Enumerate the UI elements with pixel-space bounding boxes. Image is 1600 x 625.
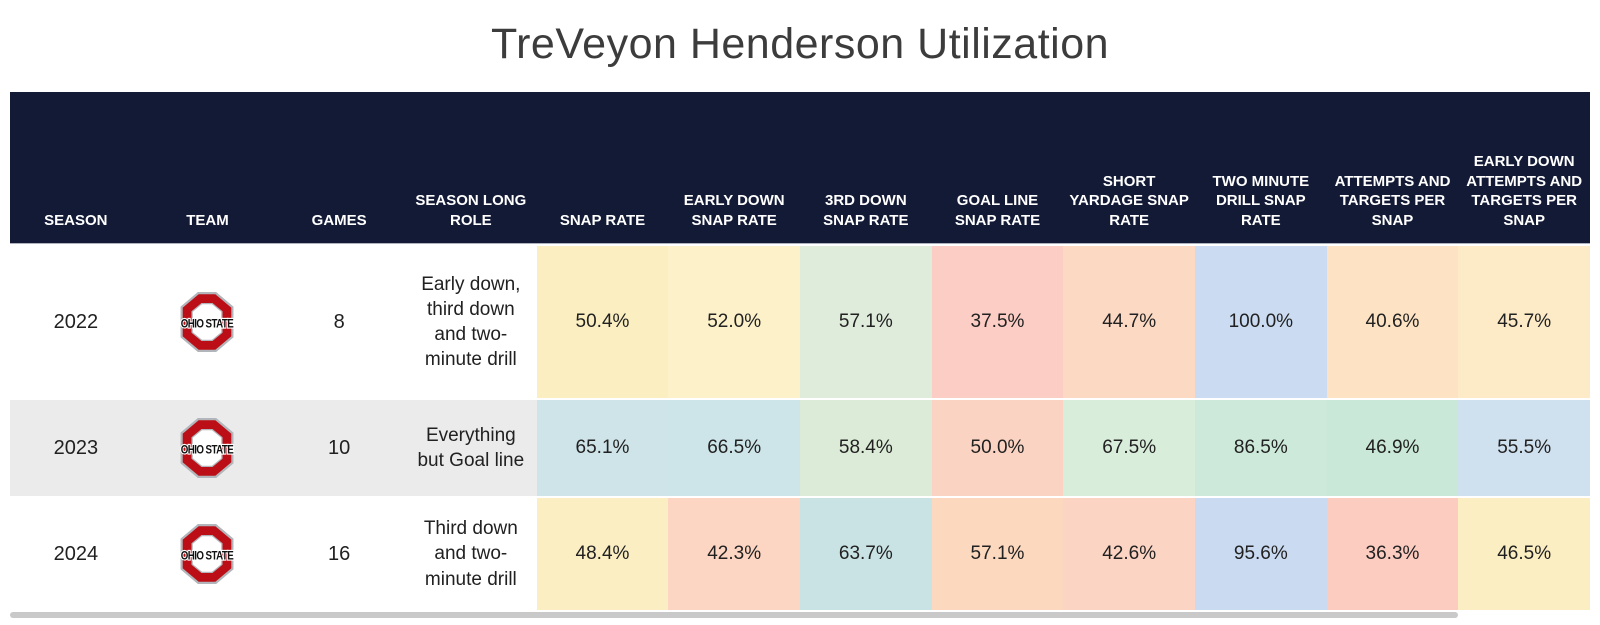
games-cell: 16 <box>273 498 405 610</box>
season-cell: 2023 <box>10 400 142 496</box>
stat-cell: 65.1% <box>536 400 669 496</box>
stat-cell: 50.0% <box>931 400 1064 496</box>
column-header: SEASON LONG ROLE <box>415 192 527 229</box>
games-cell: 8 <box>273 246 405 398</box>
horizontal-scrollbar[interactable] <box>10 612 1458 618</box>
ohio-state-logo-text: OHIO STATE <box>181 442 234 456</box>
stat-cell: 57.1% <box>800 246 932 398</box>
stat-cell: 67.5% <box>1063 400 1195 496</box>
stat-cell: 57.1% <box>931 498 1064 610</box>
role-cell: Third down and two-minute drill <box>405 498 537 610</box>
column-header: GAMES <box>311 211 367 229</box>
stat-cell: 46.5% <box>1458 498 1590 610</box>
team-cell: OHIO STATE <box>141 498 274 610</box>
ohio-state-logo-text: OHIO STATE <box>181 548 234 562</box>
stat-cell: 37.5% <box>931 246 1064 398</box>
column-header: 3RD DOWN SNAP RATE <box>823 192 909 229</box>
stat-cell: 42.6% <box>1063 498 1195 610</box>
column-header: TEAM <box>186 211 229 229</box>
column-header: TWO MINUTE DRILL SNAP RATE <box>1212 172 1310 229</box>
ohio-state-logo: OHIO STATE <box>180 292 235 352</box>
table-body: 2022 OHIO STATE 8 Early down, third down an… <box>10 246 1590 610</box>
stat-cell: 58.4% <box>800 400 932 496</box>
team-cell: OHIO STATE <box>141 246 274 398</box>
utilization-table: SEASON TEAM GAMES SEASON LONG ROLE SNAP RATE… <box>10 92 1590 610</box>
column-header: EARLY DOWN SNAP RATE <box>683 192 785 229</box>
stat-cell: 40.6% <box>1326 246 1459 398</box>
stat-cell: 55.5% <box>1458 400 1590 496</box>
role-cell: Everything but Goal line <box>405 400 537 496</box>
role-cell: Early down, third down and two-minute dr… <box>405 246 537 398</box>
table-row: 2024 OHIO STATE 16 Third down and two-minut… <box>10 498 1590 610</box>
stat-cell: 52.0% <box>668 246 800 398</box>
page-title: TreVeyon Henderson Utilization <box>490 20 1110 68</box>
column-header: SNAP RATE <box>559 211 646 229</box>
stat-cell: 46.9% <box>1326 400 1459 496</box>
column-header: ATTEMPTS AND TARGETS PER SNAP <box>1334 172 1451 229</box>
stat-cell: 86.5% <box>1195 400 1327 496</box>
stat-cell: 48.4% <box>536 498 669 610</box>
stat-cell: 66.5% <box>668 400 800 496</box>
column-header: EARLY DOWN ATTEMPTS AND TARGETS PER SNAP <box>1466 153 1583 229</box>
stat-cell: 36.3% <box>1326 498 1459 610</box>
stat-cell: 44.7% <box>1063 246 1195 398</box>
ohio-state-logo: OHIO STATE <box>180 524 235 584</box>
ohio-state-logo-text: OHIO STATE <box>181 316 234 330</box>
table-row: 2023 OHIO STATE 10 Everything but Goal line… <box>10 400 1590 496</box>
team-cell: OHIO STATE <box>141 400 274 496</box>
stat-cell: 95.6% <box>1195 498 1327 610</box>
ohio-state-logo: OHIO STATE <box>180 418 235 478</box>
stat-cell: 63.7% <box>800 498 932 610</box>
column-header: SEASON <box>44 211 108 229</box>
stat-cell: 50.4% <box>536 246 669 398</box>
column-header: GOAL LINE SNAP RATE <box>954 192 1041 229</box>
stat-cell: 42.3% <box>668 498 800 610</box>
stat-cell: 100.0% <box>1195 246 1327 398</box>
column-header: SHORT YARDAGE SNAP RATE <box>1069 172 1189 229</box>
season-cell: 2024 <box>10 498 142 610</box>
table-header-row: SEASON TEAM GAMES SEASON LONG ROLE SNAP RATE… <box>10 92 1590 244</box>
table-row: 2022 OHIO STATE 8 Early down, third down an… <box>10 246 1590 398</box>
stat-cell: 45.7% <box>1458 246 1590 398</box>
season-cell: 2022 <box>10 246 142 398</box>
games-cell: 10 <box>273 400 405 496</box>
